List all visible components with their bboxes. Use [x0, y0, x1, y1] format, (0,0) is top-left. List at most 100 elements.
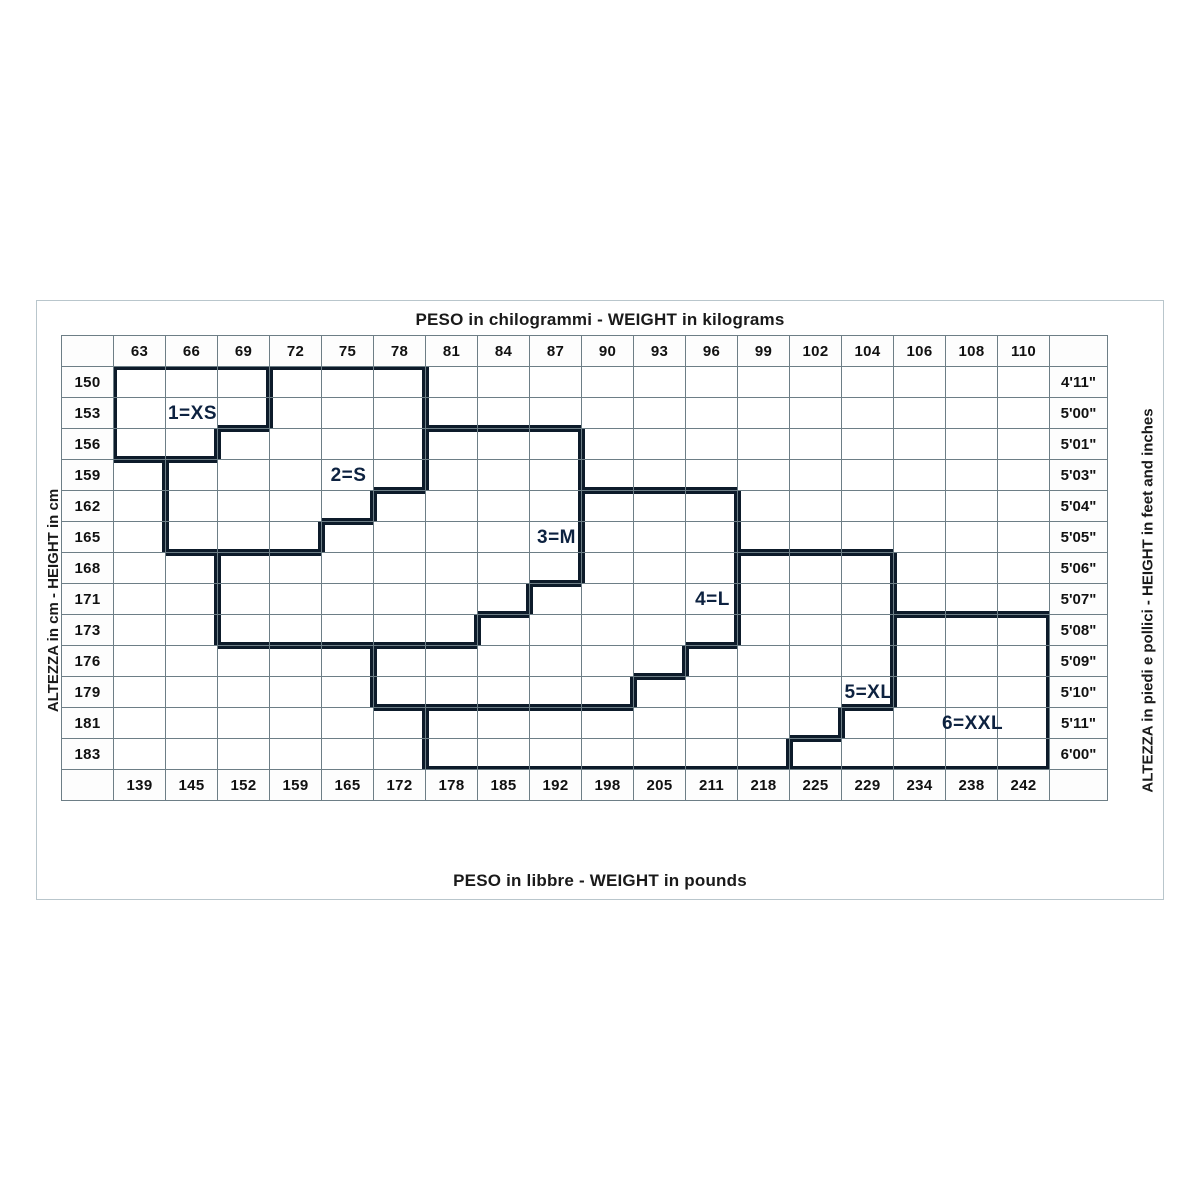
height-cm-label-156: 156 — [61, 428, 114, 460]
size-grid: 63 66 69 72 75 78 81 84 87 90 93 96 99 102 104 106 108 11… — [61, 335, 1108, 801]
grid-cell-156-90 — [581, 428, 634, 460]
grid-cell-165-75 — [321, 521, 374, 553]
grid-cell-173-90 — [581, 614, 634, 646]
grid-cell-150-75 — [321, 366, 374, 398]
grid-cell-181-93 — [633, 707, 686, 739]
grid-cell-181-84 — [477, 707, 530, 739]
grid-cell-173-96 — [685, 614, 738, 646]
weight-kg-header-87: 87 — [529, 335, 582, 367]
grid-cell-159-93 — [633, 459, 686, 491]
grid-cell-150-108 — [945, 366, 998, 398]
grid-cell-171-69 — [217, 583, 270, 615]
grid-cell-165-81 — [425, 521, 478, 553]
grid-cell-168-87 — [529, 552, 582, 584]
grid-cell-181-87 — [529, 707, 582, 739]
grid-cell-150-84 — [477, 366, 530, 398]
height-cm-label-159: 159 — [61, 459, 114, 491]
grid-cell-171-84 — [477, 583, 530, 615]
grid-cell-181-81 — [425, 707, 478, 739]
grid-cell-150-87 — [529, 366, 582, 398]
weight-lb-title: PESO in libbre - WEIGHT in pounds — [453, 871, 747, 890]
grid-cell-181-106 — [893, 707, 946, 739]
height-cm-label-162: 162 — [61, 490, 114, 522]
grid-cell-156-93 — [633, 428, 686, 460]
grid-row: 153 5'00" — [61, 397, 1108, 429]
grid-cell-179-96 — [685, 676, 738, 708]
height-cm-label-168: 168 — [61, 552, 114, 584]
grid-header-row-kg: 63 66 69 72 75 78 81 84 87 90 93 96 99 102 104 106 108 11… — [61, 335, 1108, 367]
grid-cell-159-81 — [425, 459, 478, 491]
grid-cell-173-102 — [789, 614, 842, 646]
grid-cell-176-69 — [217, 645, 270, 677]
grid-cell-176-106 — [893, 645, 946, 677]
grid-cell-162-87 — [529, 490, 582, 522]
grid-cell-162-96 — [685, 490, 738, 522]
grid-cell-156-66 — [165, 428, 218, 460]
grid-corner-bottom-left — [61, 769, 114, 801]
grid-cell-153-72 — [269, 397, 322, 429]
grid-cell-183-110 — [997, 738, 1050, 770]
grid-cell-183-72 — [269, 738, 322, 770]
grid-cell-153-87 — [529, 397, 582, 429]
grid-row: 176 5'09" — [61, 645, 1108, 677]
weight-lb-header-159: 159 — [269, 769, 322, 801]
grid-cell-162-104 — [841, 490, 894, 522]
grid-cell-168-72 — [269, 552, 322, 584]
grid-cell-181-99 — [737, 707, 790, 739]
grid-cell-176-110 — [997, 645, 1050, 677]
grid-cell-168-69 — [217, 552, 270, 584]
grid-cell-176-72 — [269, 645, 322, 677]
height-ft-label-6: 5'06" — [1049, 552, 1108, 584]
grid-cell-173-106 — [893, 614, 946, 646]
grid-cell-179-110 — [997, 676, 1050, 708]
grid-cell-176-75 — [321, 645, 374, 677]
grid-cell-181-69 — [217, 707, 270, 739]
grid-cell-156-106 — [893, 428, 946, 460]
grid-cell-173-66 — [165, 614, 218, 646]
grid-cell-165-96 — [685, 521, 738, 553]
grid-cell-156-75 — [321, 428, 374, 460]
grid-cell-171-108 — [945, 583, 998, 615]
grid-row: 183 6'00" — [61, 738, 1108, 770]
grid-cell-159-99 — [737, 459, 790, 491]
grid-cell-156-99 — [737, 428, 790, 460]
grid-cell-171-106 — [893, 583, 946, 615]
weight-kg-header-84: 84 — [477, 335, 530, 367]
grid-row: 159 5'03" — [61, 459, 1108, 491]
grid-cell-156-108 — [945, 428, 998, 460]
grid-cell-173-69 — [217, 614, 270, 646]
grid-cell-159-84 — [477, 459, 530, 491]
grid-cell-150-110 — [997, 366, 1050, 398]
grid-cell-156-87 — [529, 428, 582, 460]
weight-kg-header-108: 108 — [945, 335, 998, 367]
weight-lb-header-172: 172 — [373, 769, 426, 801]
weight-lb-header-211: 211 — [685, 769, 738, 801]
weight-kg-header-110: 110 — [997, 335, 1050, 367]
grid-cell-162-72 — [269, 490, 322, 522]
grid-row: 156 5'01" — [61, 428, 1108, 460]
grid-cell-179-81 — [425, 676, 478, 708]
grid-cell-183-93 — [633, 738, 686, 770]
grid-cell-173-87 — [529, 614, 582, 646]
grid-cell-179-66 — [165, 676, 218, 708]
weight-lb-header-139: 139 — [113, 769, 166, 801]
grid-cell-183-104 — [841, 738, 894, 770]
height-cm-label-165: 165 — [61, 521, 114, 553]
grid-cell-159-72 — [269, 459, 322, 491]
grid-cell-165-87 — [529, 521, 582, 553]
grid-cell-171-78 — [373, 583, 426, 615]
grid-cell-165-84 — [477, 521, 530, 553]
weight-kg-header-90: 90 — [581, 335, 634, 367]
grid-cell-150-90 — [581, 366, 634, 398]
grid-cell-176-90 — [581, 645, 634, 677]
grid-cell-162-93 — [633, 490, 686, 522]
grid-cell-168-102 — [789, 552, 842, 584]
grid-cell-179-93 — [633, 676, 686, 708]
grid-cell-173-104 — [841, 614, 894, 646]
grid-cell-171-93 — [633, 583, 686, 615]
grid-cell-165-90 — [581, 521, 634, 553]
grid-cell-173-81 — [425, 614, 478, 646]
grid-cell-159-69 — [217, 459, 270, 491]
grid-cell-176-78 — [373, 645, 426, 677]
